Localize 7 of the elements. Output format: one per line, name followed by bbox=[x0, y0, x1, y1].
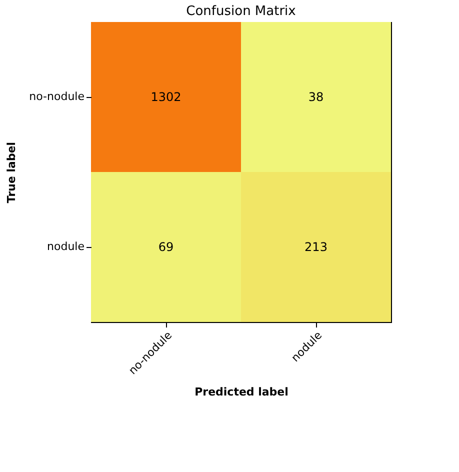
data-label: 1302 bbox=[150, 90, 182, 104]
x-axis-title: Predicted label bbox=[194, 385, 288, 398]
y-axis-title: True label bbox=[5, 142, 18, 204]
data-label: 38 bbox=[308, 90, 324, 104]
data-label: 69 bbox=[158, 240, 174, 254]
chart-title: Confusion Matrix bbox=[186, 4, 296, 19]
data-label: 213 bbox=[304, 240, 328, 254]
